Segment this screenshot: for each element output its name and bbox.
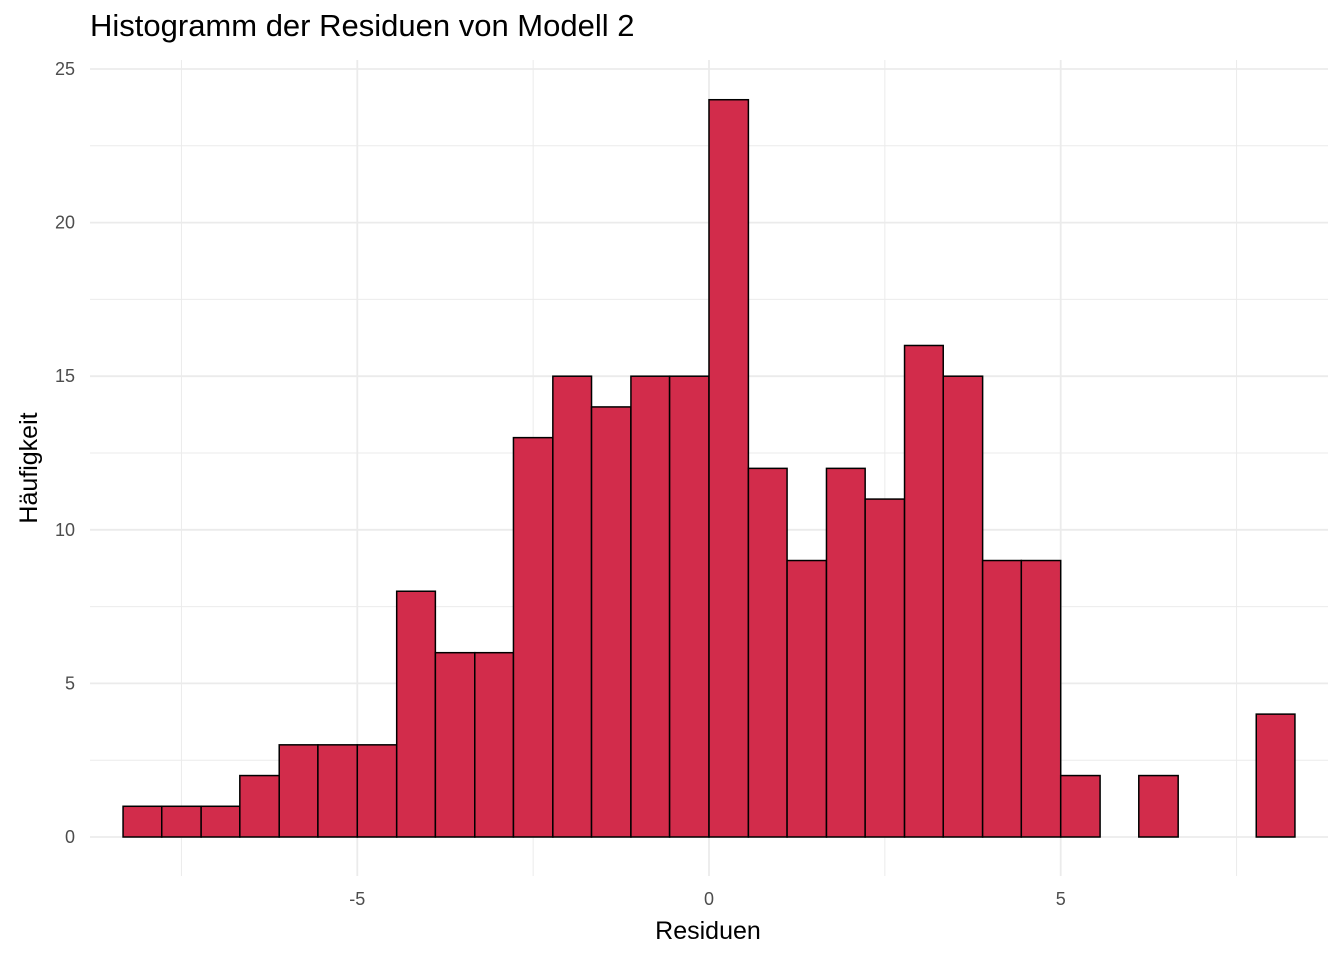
histogram-bar bbox=[864, 498, 906, 838]
histogram-bar bbox=[747, 467, 788, 838]
y-tick-label: 15 bbox=[55, 366, 75, 386]
axis-tick-labels: 0 5 10 15 20 25 -5 0 5 bbox=[55, 59, 1066, 909]
histogram-bar bbox=[668, 375, 710, 838]
histogram-bar bbox=[1255, 713, 1296, 838]
x-tick-label: 5 bbox=[1056, 889, 1066, 909]
histogram-bar bbox=[1059, 774, 1101, 838]
histogram-bar bbox=[590, 406, 632, 838]
x-tick-label: -5 bbox=[349, 889, 365, 909]
histogram-bar bbox=[552, 375, 593, 838]
histogram-bar bbox=[434, 651, 476, 838]
histogram-bar bbox=[825, 467, 866, 838]
chart-title: Histogramm der Residuen von Modell 2 bbox=[90, 8, 635, 43]
y-tick-label: 10 bbox=[55, 520, 75, 540]
histogram-bar bbox=[395, 590, 437, 838]
histogram-bar bbox=[630, 375, 671, 838]
histogram-bar bbox=[200, 805, 241, 838]
histogram-bar bbox=[786, 559, 828, 838]
histogram-bar bbox=[160, 805, 202, 838]
histogram-bar bbox=[981, 559, 1023, 838]
histogram-bar bbox=[278, 744, 319, 838]
y-tick-label: 0 bbox=[65, 827, 75, 847]
y-axis-title: Häufigkeit bbox=[15, 412, 43, 523]
histogram-bar bbox=[1020, 559, 1062, 838]
histogram-bar bbox=[942, 375, 984, 838]
histogram-bar bbox=[903, 344, 944, 838]
histogram-bar bbox=[1138, 774, 1179, 838]
histogram-bar bbox=[708, 98, 750, 838]
y-tick-label: 20 bbox=[55, 213, 75, 233]
histogram-bars bbox=[122, 98, 1296, 838]
y-tick-label: 5 bbox=[65, 673, 75, 693]
histogram-bar bbox=[122, 805, 163, 838]
histogram-bar bbox=[356, 744, 398, 838]
histogram-bar bbox=[512, 436, 554, 838]
histogram-bar bbox=[474, 651, 515, 838]
histogram-bar bbox=[239, 774, 280, 838]
x-tick-label: 0 bbox=[704, 889, 714, 909]
histogram-bar bbox=[317, 744, 359, 838]
y-tick-label: 25 bbox=[55, 59, 75, 79]
x-axis-title: Residuen bbox=[655, 917, 761, 945]
